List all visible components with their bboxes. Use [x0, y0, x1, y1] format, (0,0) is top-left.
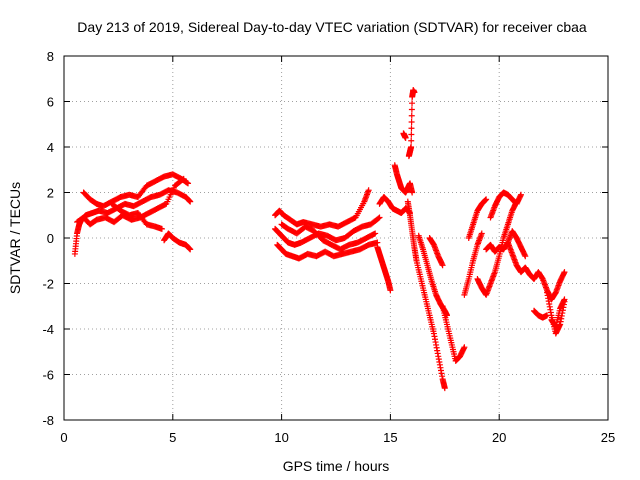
y-tick-label: 4 [47, 140, 54, 155]
data-point [187, 246, 194, 253]
data-point [408, 118, 415, 125]
data-point [408, 112, 415, 119]
data-point [372, 230, 379, 237]
y-tick-label: -8 [42, 413, 54, 428]
data-point [561, 269, 568, 276]
x-tick-label: 5 [169, 430, 176, 445]
data-point [408, 106, 415, 113]
data-point [478, 230, 485, 237]
y-tick-label: 2 [47, 186, 54, 201]
data-point [408, 125, 415, 132]
y-tick-label: 8 [47, 49, 54, 64]
y-tick-label: 6 [47, 95, 54, 110]
data-point [409, 100, 416, 107]
x-tick-label: 0 [60, 430, 67, 445]
chart-title: Day 213 of 2019, Sidereal Day-to-day VTE… [77, 19, 587, 35]
x-tick-label: 25 [601, 430, 615, 445]
x-axis-label: GPS time / hours [283, 458, 390, 474]
data-point [411, 89, 418, 96]
data-point [522, 253, 529, 260]
data-point [402, 134, 409, 141]
data-point [441, 385, 448, 392]
data-point [387, 287, 394, 294]
data-point [365, 187, 372, 194]
data-point [158, 225, 165, 232]
data-point [409, 189, 416, 196]
data-point [561, 296, 568, 303]
data-point [483, 196, 490, 203]
y-tick-label: 0 [47, 231, 54, 246]
data-point [187, 198, 194, 205]
data-point [375, 215, 382, 222]
x-tick-label: 20 [492, 430, 506, 445]
y-axis-label: SDTVAR / TECUs [7, 182, 23, 294]
data-point [461, 344, 468, 351]
y-tick-label: -6 [42, 368, 54, 383]
y-tick-label: -2 [42, 277, 54, 292]
data-point [408, 144, 415, 150]
data-point [376, 214, 383, 221]
x-tick-label: 10 [274, 430, 288, 445]
data-point [408, 137, 415, 144]
x-tick-label: 15 [383, 430, 397, 445]
data-point [408, 131, 415, 138]
data-point [185, 180, 192, 187]
data-point [517, 191, 524, 198]
data-points-layer [71, 87, 568, 392]
ticks-layer: 0 5 10 15 20 25 -8 -6 -4 -2 0 2 4 6 8 [42, 49, 615, 445]
data-point [439, 262, 446, 269]
y-tick-label: -4 [42, 322, 54, 337]
